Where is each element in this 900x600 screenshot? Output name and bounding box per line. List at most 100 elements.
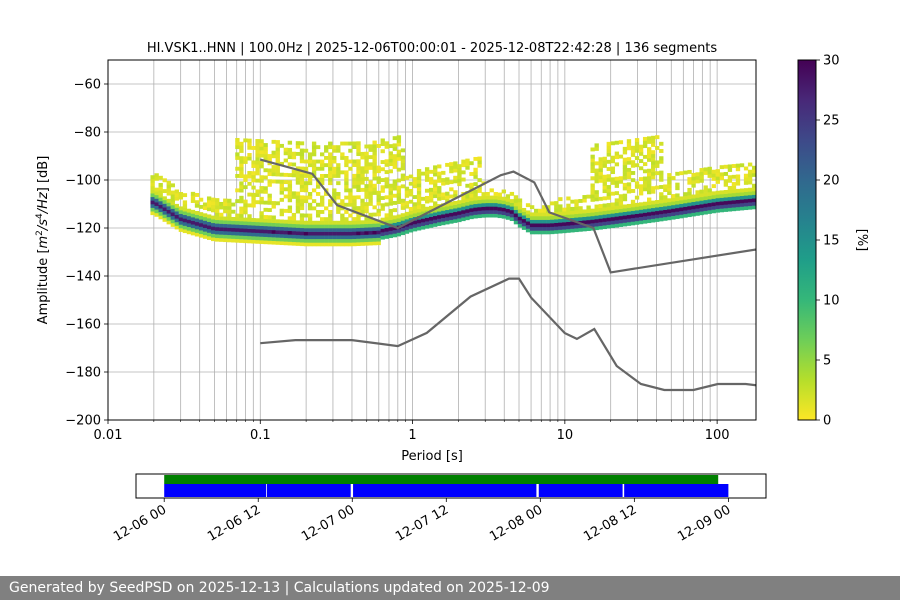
heatmap-cell (594, 179, 599, 184)
heatmap-cell (647, 219, 652, 224)
heatmap-cell (642, 169, 648, 174)
heatmap-cell (170, 215, 175, 220)
heatmap-cell (198, 226, 204, 231)
heatmap-cell (679, 200, 684, 204)
heatmap-cell (412, 205, 418, 210)
heatmap-cell (315, 228, 321, 232)
heatmap-cell (707, 206, 712, 211)
heatmap-cell (211, 222, 216, 227)
heatmap-cell (259, 214, 264, 219)
heatmap-cell (485, 213, 490, 218)
heatmap-cell (594, 143, 599, 148)
heatmap-cell (679, 203, 684, 208)
heatmap-cell (727, 207, 733, 212)
heatmap-cell (727, 204, 733, 208)
heatmap-cell (420, 211, 426, 216)
heatmap-cell (590, 147, 595, 152)
heatmap-cell (396, 214, 402, 219)
heatmap-cell (634, 138, 640, 142)
heatmap-cell (275, 201, 280, 206)
heatmap-cell (376, 198, 381, 202)
heatmap-cell (529, 230, 535, 235)
heatmap-cell (328, 156, 333, 160)
heatmap-cell (344, 163, 349, 168)
heatmap-cell (695, 190, 700, 195)
heatmap-cell (324, 235, 329, 240)
heatmap-cell (267, 197, 272, 202)
heatmap-cell (158, 193, 163, 198)
heatmap-cell (364, 155, 369, 160)
heatmap-cell (287, 234, 293, 239)
heatmap-cell (525, 224, 531, 229)
heatmap-cell (344, 202, 349, 207)
heatmap-cell (473, 156, 478, 161)
heatmap-cell (259, 186, 264, 190)
heatmap-cell (542, 223, 547, 228)
heatmap-cell (299, 198, 305, 203)
heatmap-cell (247, 239, 252, 244)
heatmap-cell (606, 224, 611, 229)
heatmap-cell (251, 192, 256, 197)
y-tick-label: −60 (74, 78, 101, 93)
heatmap-cell (275, 150, 280, 155)
heatmap-cell (328, 217, 333, 222)
heatmap-cell (388, 226, 393, 231)
heatmap-cell (424, 213, 430, 218)
heatmap-cell (602, 203, 607, 208)
heatmap-cell (429, 220, 434, 225)
heatmap-cell (231, 238, 236, 243)
heatmap-cell (400, 155, 406, 160)
heatmap-cell (574, 199, 579, 204)
heatmap-cell (150, 207, 155, 212)
heatmap-cell (255, 167, 260, 172)
heatmap-cell (675, 171, 680, 176)
heatmap-cell (239, 141, 244, 146)
heatmap-cell (594, 211, 599, 216)
heatmap-cell (190, 220, 196, 225)
heatmap-cell (711, 198, 716, 203)
heatmap-cell (610, 202, 616, 207)
heatmap-cell (723, 208, 729, 212)
heatmap-cell (634, 184, 640, 189)
heatmap-cell (328, 242, 333, 247)
heatmap-cell (235, 213, 240, 218)
heatmap-cell (594, 204, 599, 209)
heatmap-cell (683, 213, 688, 218)
heatmap-cell (332, 235, 337, 240)
heatmap-cell (473, 214, 478, 219)
heatmap-cell (703, 167, 708, 172)
heatmap-cell (606, 167, 611, 171)
heatmap-cell (610, 216, 616, 221)
heatmap-cell (211, 226, 216, 231)
heatmap-cell (610, 224, 616, 229)
heatmap-cell (590, 190, 595, 195)
heatmap-cell (324, 163, 329, 168)
heatmap-cell (303, 166, 309, 171)
heatmap-cell (638, 144, 644, 149)
heatmap-cell (651, 135, 656, 140)
heatmap-cell (336, 192, 341, 196)
heatmap-cell (529, 216, 535, 220)
heatmap-cell (307, 235, 313, 240)
heatmap-cell (320, 231, 325, 236)
heatmap-cell (223, 220, 228, 225)
heatmap-cell (267, 179, 272, 184)
heatmap-cell (178, 195, 184, 200)
heatmap-cell (525, 214, 531, 218)
heatmap-cell (445, 180, 450, 185)
heatmap-cell (239, 170, 244, 175)
heatmap-cell (166, 209, 171, 214)
heatmap-cell (227, 238, 232, 243)
heatmap-cell (622, 218, 628, 223)
heatmap-cell (158, 175, 163, 180)
heatmap-cell (158, 208, 163, 213)
heatmap-cell (154, 209, 159, 214)
timeline-tick-label: 12-06 00 (111, 502, 169, 544)
heatmap-cell (287, 183, 293, 188)
heatmap-cell (239, 199, 244, 204)
heatmap-cell (433, 172, 438, 177)
heatmap-cell (372, 241, 377, 246)
heatmap-cell (223, 209, 228, 214)
heatmap-cell (320, 238, 325, 243)
heatmap-cell (344, 238, 349, 243)
